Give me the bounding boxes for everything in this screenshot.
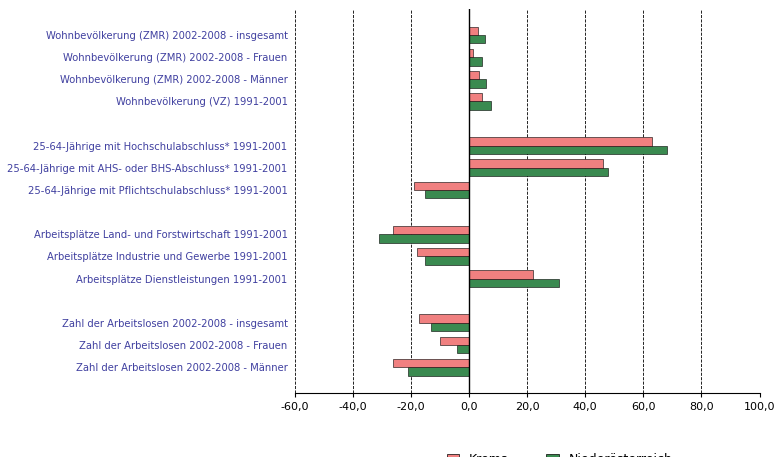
Bar xyxy=(469,168,608,176)
Bar xyxy=(469,137,652,146)
Bar xyxy=(431,323,469,331)
Bar xyxy=(469,146,666,154)
Bar xyxy=(419,314,469,323)
Bar xyxy=(379,234,469,243)
Bar xyxy=(425,256,469,265)
Bar xyxy=(414,181,469,190)
Bar xyxy=(469,101,491,110)
Bar xyxy=(469,80,487,88)
Bar xyxy=(393,226,469,234)
Bar xyxy=(408,367,469,376)
Bar xyxy=(440,337,469,345)
Bar xyxy=(469,270,533,279)
Bar xyxy=(469,159,603,168)
Bar xyxy=(425,190,469,198)
Bar xyxy=(469,93,482,101)
Bar xyxy=(417,248,469,256)
Bar xyxy=(393,359,469,367)
Bar xyxy=(469,49,474,57)
Bar xyxy=(469,71,479,80)
Legend: Krems, Niederösterreich: Krems, Niederösterreich xyxy=(442,448,677,457)
Bar xyxy=(469,279,559,287)
Bar xyxy=(469,57,482,65)
Bar xyxy=(469,35,485,43)
Bar xyxy=(457,345,469,353)
Bar xyxy=(469,27,477,35)
